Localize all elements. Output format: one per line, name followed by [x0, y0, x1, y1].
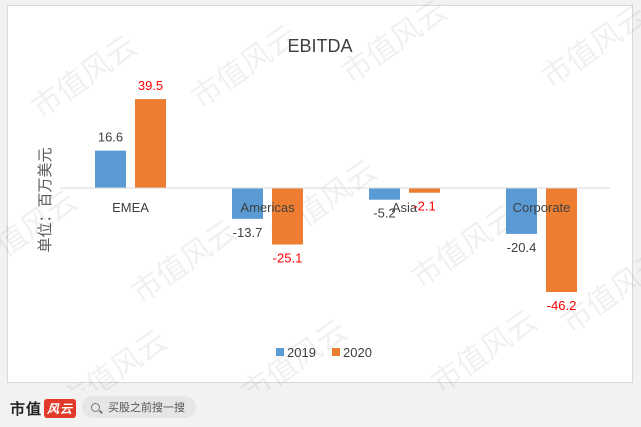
value-label-2020-emea: 39.5 — [138, 78, 163, 93]
search-placeholder: 买股之前搜一搜 — [108, 401, 185, 414]
brand-logo[interactable]: 市值 风云 — [10, 398, 77, 419]
bar-2020-americas — [272, 188, 303, 245]
chart-frame: 市值风云 市值风云 市值风云 市值风云 市值风云 市值风云 市值风云 市值风云 市值风云 市值风云… — [0, 0, 641, 390]
watermark-text: 市值风云 — [425, 303, 543, 390]
watermark-text: 市值风云 — [335, 0, 453, 91]
bar-2019-corporate — [506, 188, 537, 234]
category-label-americas: Americas — [240, 200, 295, 215]
watermark-text: 市值风云 — [25, 28, 143, 125]
brand-mark: 风云 — [44, 399, 77, 418]
value-label-2019-corporate: -20.4 — [507, 240, 537, 255]
bar-2020-emea — [135, 99, 166, 188]
watermark-text: 市值风云 — [535, 0, 641, 96]
category-label-asia: Asia — [392, 200, 418, 215]
legend-label-2020: 2020 — [343, 345, 372, 360]
search-box[interactable]: 买股之前搜一搜 — [82, 396, 196, 418]
value-label-2019-emea: 16.6 — [98, 130, 123, 145]
brand-text: 市值 — [10, 400, 43, 418]
bar-2019-emea — [95, 150, 126, 188]
bar-2019-americas — [232, 188, 263, 219]
bar-2020-corporate — [546, 188, 577, 292]
value-label-2020-americas: -25.1 — [273, 251, 303, 266]
legend-swatch-2020 — [332, 348, 340, 356]
footer-bar: 市值 风云 买股之前搜一搜 — [0, 390, 641, 427]
legend-swatch-2019 — [276, 348, 284, 356]
watermark-text: 市值风云 — [125, 213, 243, 310]
y-axis-label: 单位：百万美元 — [36, 147, 54, 252]
value-label-2020-asia: -2.1 — [413, 199, 435, 214]
value-label-2019-asia: -5.2 — [373, 206, 395, 221]
legend: 2019 2020 — [276, 345, 372, 360]
category-label-emea: EMEA — [112, 200, 149, 215]
value-label-2019-americas: -13.7 — [233, 225, 263, 240]
search-icon — [91, 402, 100, 412]
category-label-corporate: Corporate — [513, 200, 571, 215]
watermark-text: 市值风云 — [185, 18, 303, 115]
chart-title: EBITDA — [287, 36, 352, 56]
legend-label-2019: 2019 — [287, 345, 316, 360]
bar-2019-asia — [369, 188, 400, 200]
bar-2020-asia — [409, 188, 440, 193]
watermark-text: 市值风云 — [55, 323, 173, 390]
value-label-2020-corporate: -46.2 — [547, 298, 577, 313]
